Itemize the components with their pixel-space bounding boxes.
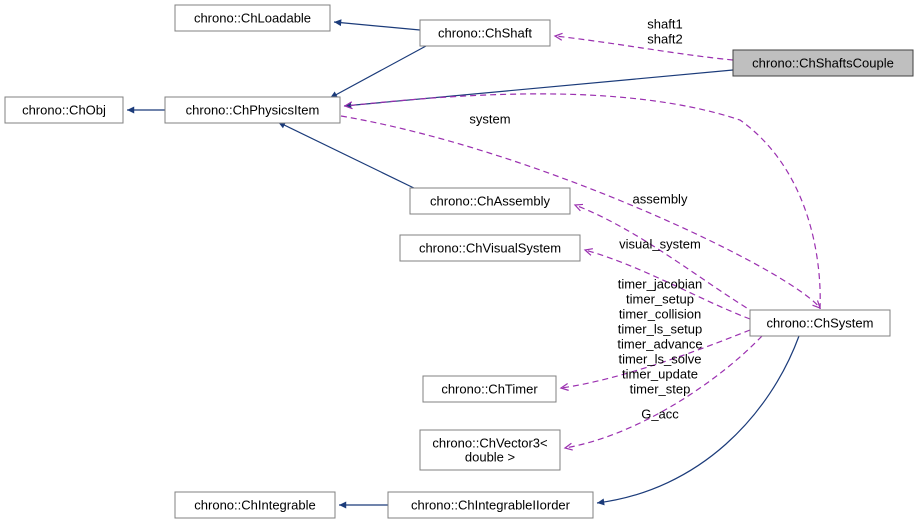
- edge-label: shaft1: [647, 16, 682, 31]
- node-label: chrono::ChPhysicsItem: [186, 102, 320, 117]
- edge-ChShaft-ChLoadable: [334, 22, 420, 30]
- node-label: chrono::ChSystem: [767, 315, 874, 330]
- edge-label: visual_system: [619, 236, 701, 251]
- node-ChShaftsCouple[interactable]: chrono::ChShaftsCouple: [733, 50, 913, 76]
- edge-label: assembly: [633, 191, 688, 206]
- edge-label: timer_collision: [619, 306, 701, 321]
- node-ChLoadable[interactable]: chrono::ChLoadable: [175, 5, 330, 31]
- edge-label: timer_step: [630, 381, 691, 396]
- class-diagram: shaft1shaft2 system assembly visual_systemt…: [0, 0, 917, 525]
- node-label: chrono::ChIntegrableIIorder: [411, 497, 571, 512]
- node-label: chrono::ChVector3<: [432, 435, 547, 450]
- node-ChIntegrableIIorder[interactable]: chrono::ChIntegrableIIorder: [388, 492, 593, 518]
- arrowhead: [597, 499, 605, 506]
- node-label: chrono::ChAssembly: [430, 193, 550, 208]
- edge-label: timer_jacobian: [618, 276, 703, 291]
- edge-label: timer_advance: [617, 336, 702, 351]
- edge-label: timer_setup: [626, 291, 694, 306]
- node-ChVector3[interactable]: chrono::ChVector3< double >: [420, 430, 560, 470]
- node-ChAssembly[interactable]: chrono::ChAssembly: [410, 188, 570, 214]
- node-ChPhysicsItem[interactable]: chrono::ChPhysicsItem: [165, 97, 340, 123]
- arrowhead: [127, 107, 134, 114]
- edge-ChShaft-ChPhysicsItem: [330, 46, 426, 98]
- arrowhead: [339, 502, 346, 509]
- edge-label: timer_ls_setup: [618, 321, 703, 336]
- node-ChSystem[interactable]: chrono::ChSystem: [750, 310, 890, 336]
- edge-label: shaft2: [647, 31, 682, 46]
- node-ChIntegrable[interactable]: chrono::ChIntegrable: [175, 492, 335, 518]
- node-ChTimer[interactable]: chrono::ChTimer: [423, 376, 556, 402]
- node-label: double >: [465, 449, 515, 464]
- node-label: chrono::ChIntegrable: [194, 497, 315, 512]
- arrowhead: [334, 19, 341, 26]
- node-label: chrono::ChObj: [22, 102, 106, 117]
- node-label: chrono::ChShaftsCouple: [752, 55, 894, 70]
- node-label: chrono::ChLoadable: [194, 10, 311, 25]
- edge-ChAssembly-ChPhysicsItem: [278, 122, 418, 190]
- nodes-layer: chrono::ChLoadablechrono::ChShaftchrono:…: [5, 5, 913, 518]
- edge-label: G_acc: [641, 406, 679, 421]
- edge-label: system: [469, 111, 510, 126]
- edge-ChShaftsCouple-ChShaft: [555, 36, 733, 60]
- node-ChObj[interactable]: chrono::ChObj: [5, 97, 123, 123]
- edge-label: timer_ls_solve: [618, 351, 701, 366]
- edge-label: timer_update: [622, 366, 698, 381]
- node-label: chrono::ChVisualSystem: [419, 240, 561, 255]
- node-ChShaft[interactable]: chrono::ChShaft: [420, 20, 550, 46]
- node-label: chrono::ChTimer: [441, 381, 538, 396]
- node-label: chrono::ChShaft: [438, 25, 532, 40]
- node-ChVisualSystem[interactable]: chrono::ChVisualSystem: [400, 235, 580, 261]
